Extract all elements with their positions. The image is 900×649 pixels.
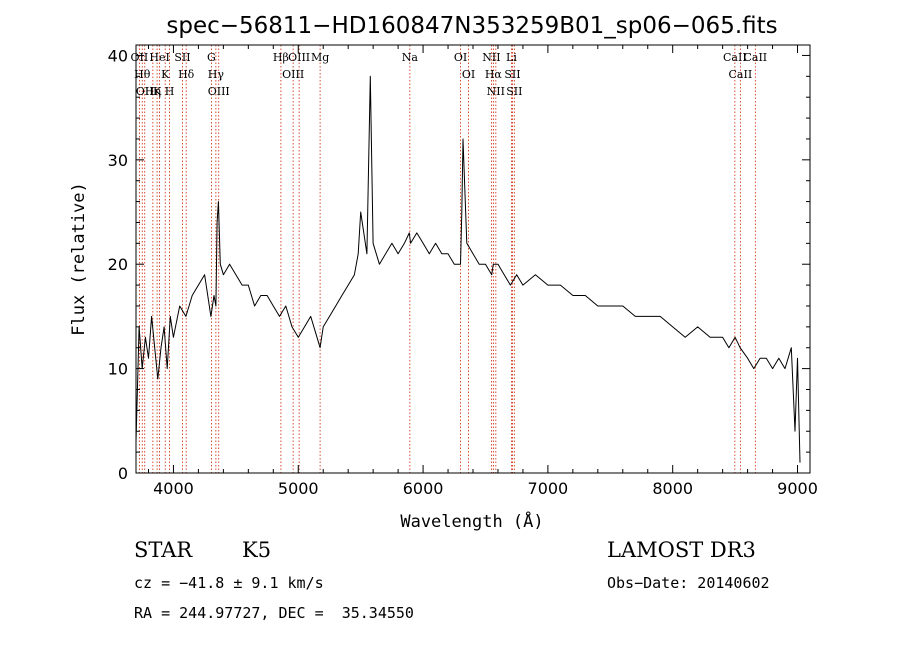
- line-label-2: OII: [136, 85, 154, 98]
- coordinates: RA = 244.97727, DEC = 35.34550: [134, 604, 414, 622]
- line-label-13: Hβ: [273, 51, 289, 64]
- line-label-9: Hδ: [178, 68, 195, 81]
- plot-frame: [135, 44, 811, 474]
- line-label-20: NII: [482, 51, 500, 64]
- line-label-5: HeI: [149, 51, 169, 64]
- line-label-26: CaII: [723, 51, 747, 64]
- y-tick-label-2: 20: [108, 255, 128, 274]
- line-label-14: OIII: [282, 68, 304, 81]
- line-label-0: OII: [131, 51, 149, 64]
- line-label-6: K: [161, 68, 170, 81]
- spectrum-series: [135, 75, 801, 463]
- line-label-11: Hγ: [208, 68, 225, 81]
- line-label-27: CaII: [729, 68, 753, 81]
- spectrum-line-0: [135, 75, 801, 463]
- line-label-3: Hη: [145, 85, 161, 98]
- chart-title: spec−56811−HD160847N353259B01_sp06−065.f…: [166, 13, 777, 39]
- x-tick-label-3: 7000: [528, 479, 569, 498]
- line-label-24: SII: [504, 68, 520, 81]
- line-label-19: OI: [462, 68, 475, 81]
- line-label-10: G: [207, 51, 216, 64]
- y-tick-label-4: 40: [108, 46, 128, 65]
- x-tick-label-2: 6000: [403, 479, 444, 498]
- line-label-18: OI: [454, 51, 467, 64]
- y-tick-label-3: 30: [108, 151, 128, 170]
- line-label-12: OIII: [208, 85, 230, 98]
- survey-name: LAMOST DR3: [607, 538, 756, 562]
- line-label-16: Mg: [311, 51, 329, 64]
- redshift-velocity: cz = −41.8 ± 9.1 km/s: [134, 574, 324, 592]
- x-axis-ticks: 4000 5000 6000 7000 8000 9000: [147, 45, 818, 498]
- y-axis-label: Flux (relative): [69, 182, 89, 336]
- x-tick-label-0: 4000: [153, 479, 194, 498]
- spectral-line-markers: [138, 45, 756, 473]
- object-class: STAR: [134, 538, 193, 562]
- line-label-4: K: [153, 85, 162, 98]
- x-axis-label: Wavelength (Å): [400, 510, 543, 532]
- x-tick-label-4: 8000: [652, 479, 693, 498]
- object-subclass: K5: [242, 538, 272, 562]
- line-label-15: OIII: [288, 51, 310, 64]
- line-label-22: NII: [487, 85, 505, 98]
- line-label-17: Na: [402, 51, 419, 64]
- line-label-7: H: [165, 85, 175, 98]
- line-label-25: SII: [506, 85, 522, 98]
- observation-date: Obs−Date: 20140602: [607, 574, 770, 592]
- x-tick-label-5: 9000: [777, 479, 818, 498]
- x-tick-label-1: 5000: [278, 479, 319, 498]
- line-label-21: Hα: [485, 68, 503, 81]
- y-axis-ticks: 0 10 20 30 40: [108, 46, 810, 483]
- line-label-1: Hθ: [134, 68, 151, 81]
- y-tick-label-0: 0: [118, 464, 128, 483]
- line-label-28: CaII: [743, 51, 767, 64]
- y-tick-label-1: 10: [108, 360, 128, 379]
- line-label-8: SII: [174, 51, 190, 64]
- line-label-23: Li: [506, 51, 517, 64]
